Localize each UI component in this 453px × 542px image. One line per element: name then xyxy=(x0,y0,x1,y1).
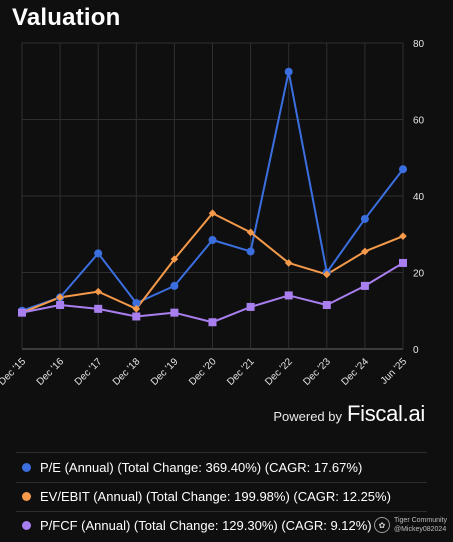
data-point xyxy=(132,299,141,308)
data-point xyxy=(208,209,217,218)
page-title: Valuation xyxy=(12,4,121,31)
data-point xyxy=(56,293,64,302)
data-point xyxy=(170,308,179,317)
legend-dot-icon xyxy=(22,492,31,501)
data-point xyxy=(246,247,255,256)
legend-item-p-fcf: P/FCF (Annual) (Total Change: 129.30%) (… xyxy=(22,518,372,533)
data-point xyxy=(132,305,141,313)
data-point xyxy=(94,249,103,258)
data-point xyxy=(323,270,331,279)
data-point xyxy=(399,232,407,240)
data-point xyxy=(399,165,407,174)
y-tick-label: 20 xyxy=(413,269,425,280)
watermark: ✿ Tiger Community @Mickey082024 xyxy=(373,516,447,534)
x-tick-label: Dec '15 xyxy=(0,356,28,388)
x-tick-label: Dec '16 xyxy=(35,356,67,388)
legend-dot-icon xyxy=(22,521,31,530)
legend-divider xyxy=(16,511,427,512)
legend-dot-icon xyxy=(22,463,31,472)
legend-label: EV/EBIT (Annual) (Total Change: 199.98%)… xyxy=(40,489,391,504)
x-tick-label: Dec '22 xyxy=(263,356,295,388)
data-point xyxy=(284,291,293,300)
x-tick-label: Dec '24 xyxy=(339,356,371,388)
y-tick-label: 0 xyxy=(413,345,419,356)
y-tick-label: 40 xyxy=(413,192,425,203)
y-tick-label: 60 xyxy=(413,116,425,127)
x-tick-label: Dec '17 xyxy=(73,356,105,388)
data-point xyxy=(208,235,217,244)
x-tick-label: Jun '25 xyxy=(379,356,410,387)
brand-logo: Fiscal.ai xyxy=(347,401,425,426)
data-point xyxy=(208,318,217,327)
legend-divider xyxy=(16,452,427,453)
x-tick-label: Dec '18 xyxy=(111,356,143,388)
x-tick-label: Dec '21 xyxy=(225,356,257,388)
legend-item-ev-ebit: EV/EBIT (Annual) (Total Change: 199.98%)… xyxy=(22,489,391,504)
powered-by-label: Powered by xyxy=(273,409,342,424)
legend-divider xyxy=(16,482,427,483)
legend-label: P/FCF (Annual) (Total Change: 129.30%) (… xyxy=(40,518,372,533)
data-point xyxy=(284,67,293,76)
powered-by: Powered by Fiscal.ai xyxy=(273,401,425,427)
data-point xyxy=(170,281,179,290)
watermark-line1: Tiger Community xyxy=(393,517,447,524)
data-point xyxy=(360,214,369,223)
grid-lines xyxy=(21,42,404,350)
x-tick-label: Dec '19 xyxy=(149,356,181,388)
data-point xyxy=(246,302,255,311)
y-tick-label: 80 xyxy=(413,39,425,50)
tiger-logo-icon: ✿ xyxy=(373,517,390,533)
x-tick-label: Dec '23 xyxy=(301,356,333,388)
data-point xyxy=(56,301,65,310)
data-point xyxy=(361,247,369,256)
watermark-line2: @Mickey082024 xyxy=(393,526,447,533)
data-point xyxy=(94,304,103,313)
data-point xyxy=(399,258,407,267)
series-markers xyxy=(18,67,407,327)
data-point xyxy=(322,301,331,310)
legend-item-pe: P/E (Annual) (Total Change: 369.40%) (CA… xyxy=(22,460,362,475)
x-tick-label: Dec '20 xyxy=(187,356,219,388)
data-point xyxy=(246,228,255,237)
data-point xyxy=(18,308,26,317)
data-point xyxy=(132,312,141,321)
data-point xyxy=(94,287,102,296)
data-point xyxy=(170,255,179,263)
data-point xyxy=(360,281,369,290)
y-axis-ticks: 0 20 40 60 80 xyxy=(413,39,425,356)
x-axis-ticks: Dec '15 Dec '16 Dec '17 Dec '18 Dec '19 Dec '… xyxy=(0,356,409,388)
data-point xyxy=(284,259,293,267)
legend-label: P/E (Annual) (Total Change: 369.40%) (CA… xyxy=(40,460,363,475)
